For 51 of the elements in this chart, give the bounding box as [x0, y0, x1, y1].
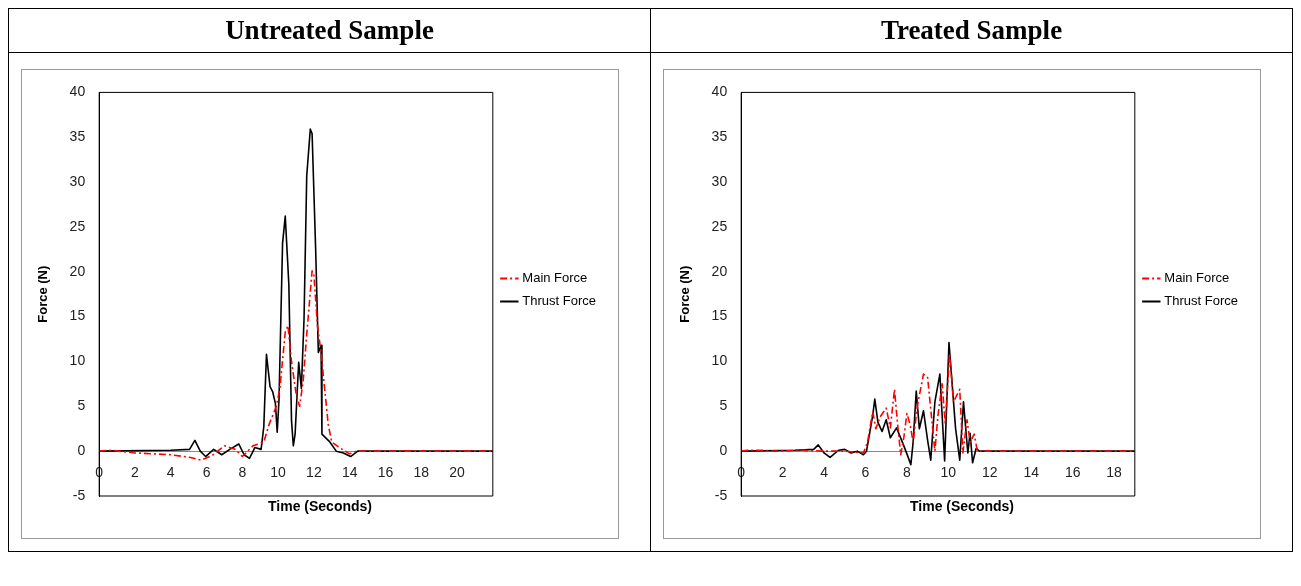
y-tick-label: 0 — [77, 442, 86, 459]
y-tick-label: 10 — [69, 352, 86, 369]
x-tick-label: 2 — [131, 464, 140, 481]
x-tick-label: 12 — [306, 464, 322, 481]
legend-label: Main Force — [522, 270, 588, 286]
x-tick-label: 6 — [202, 464, 211, 481]
y-tick-label: 25 — [711, 217, 728, 234]
x-tick-label: 12 — [982, 464, 998, 481]
y-tick-label: 5 — [77, 397, 86, 414]
y-tick-label: 10 — [711, 352, 728, 369]
legend-label: Thrust Force — [522, 293, 596, 309]
y-tick-label: 25 — [69, 217, 86, 234]
x-axis-title: Time (Seconds) — [910, 498, 1014, 514]
y-tick-label: 40 — [711, 83, 728, 100]
x-tick-label: 16 — [1064, 464, 1081, 481]
x-tick-label: 16 — [377, 464, 394, 481]
y-tick-label: 30 — [711, 172, 728, 189]
x-tick-label: 14 — [1023, 464, 1040, 481]
y-tick-label: 0 — [719, 442, 728, 459]
x-tick-label: 4 — [166, 464, 175, 481]
legend-label: Thrust Force — [1164, 293, 1238, 309]
y-tick-label: 40 — [69, 83, 86, 100]
y-tick-label: -5 — [714, 486, 728, 503]
y-tick-label: -5 — [72, 486, 86, 503]
y-axis-title: Force (N) — [35, 265, 51, 323]
x-tick-label: 18 — [1106, 464, 1123, 481]
x-tick-label: 18 — [413, 464, 430, 481]
x-tick-label: 10 — [270, 464, 287, 481]
x-tick-label: 8 — [238, 464, 247, 481]
y-tick-label: 20 — [711, 262, 728, 279]
x-tick-label: 2 — [778, 464, 787, 481]
chart-title: Untreated Sample — [8, 8, 651, 53]
y-tick-label: 20 — [69, 262, 86, 279]
legend-label: Main Force — [1164, 270, 1230, 286]
y-tick-label: 35 — [69, 128, 86, 145]
y-tick-label: 35 — [711, 128, 728, 145]
x-tick-label: 8 — [903, 464, 912, 481]
chart-title: Treated Sample — [650, 8, 1293, 53]
y-tick-label: 5 — [719, 397, 728, 414]
x-tick-label: 20 — [449, 464, 466, 481]
line-series — [99, 270, 493, 461]
x-tick-label: 10 — [940, 464, 957, 481]
x-tick-label: 6 — [861, 464, 870, 481]
y-tick-label: 15 — [69, 307, 86, 324]
x-tick-label: 4 — [820, 464, 829, 481]
x-axis-title: Time (Seconds) — [268, 498, 372, 514]
y-axis-title: Force (N) — [677, 265, 693, 323]
x-tick-label: 14 — [341, 464, 358, 481]
y-tick-label: 15 — [711, 307, 728, 324]
y-tick-label: 30 — [69, 172, 86, 189]
line-series — [741, 352, 1135, 456]
